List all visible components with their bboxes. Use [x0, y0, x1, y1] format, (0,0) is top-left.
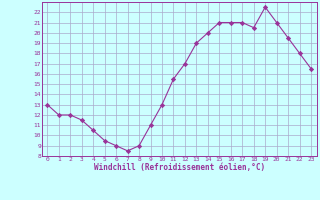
X-axis label: Windchill (Refroidissement éolien,°C): Windchill (Refroidissement éolien,°C): [94, 163, 265, 172]
